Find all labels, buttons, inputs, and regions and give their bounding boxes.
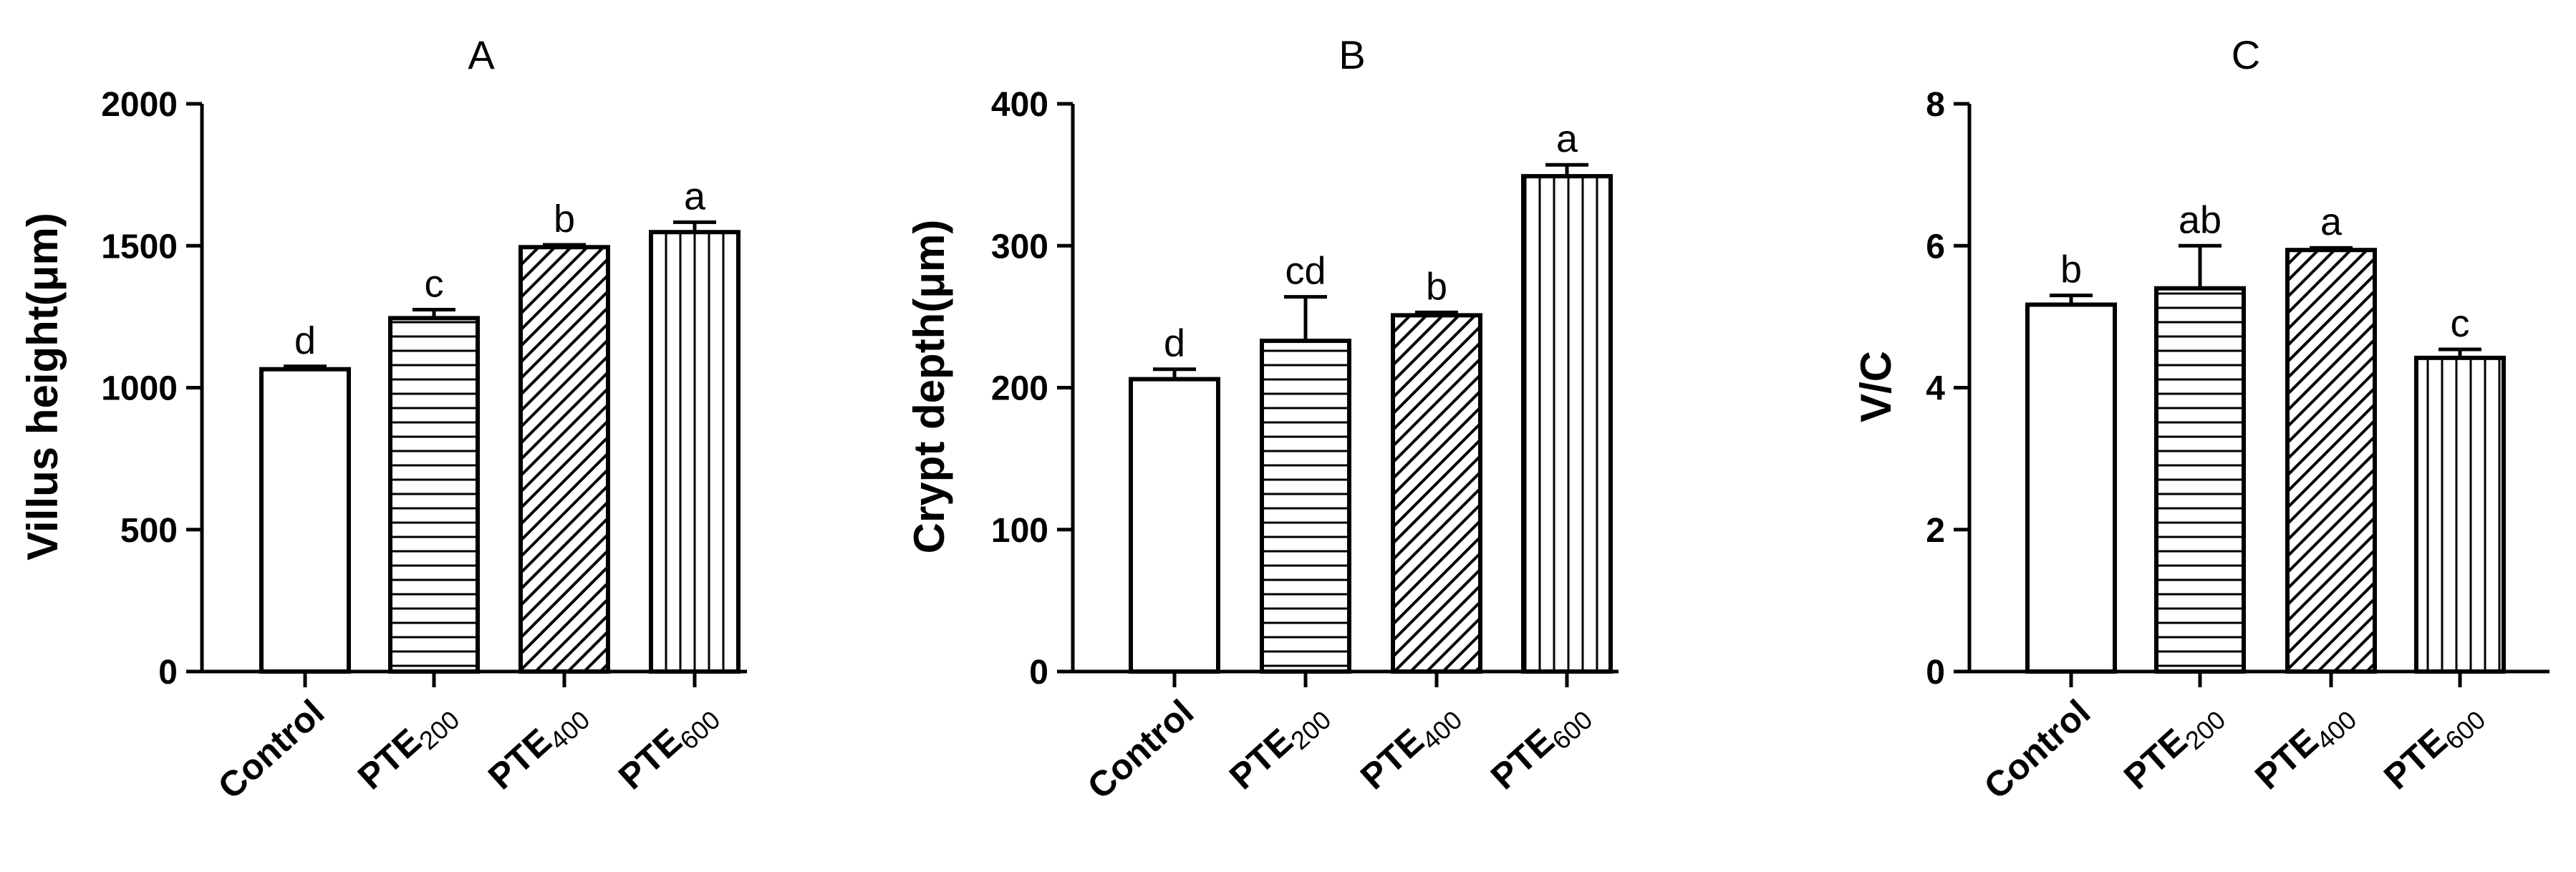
panel-a-ytick-label: 2000: [101, 86, 178, 124]
panel-a-ylabel: Villus height(μm): [19, 213, 67, 561]
panel-b-axes: [1071, 104, 1619, 674]
panel-c-ytick-label: 4: [1926, 370, 1945, 408]
panel-b-ytick-label: 200: [991, 370, 1048, 408]
panel-b-ytick-label: 300: [991, 228, 1048, 266]
panel-b-ylabel: Crypt depth(μm): [905, 220, 953, 554]
panel-b-ytick-label: 100: [991, 512, 1048, 550]
panel-a-bar-2: [518, 245, 610, 674]
panel-c-axes: [1967, 104, 2550, 674]
panel-a-bar-0: [259, 367, 351, 674]
panel-b-error-bar: [1284, 295, 1327, 341]
panel-a-xtick-label: PTE600: [611, 692, 725, 803]
panel-c-significance-label: ab: [2179, 198, 2222, 241]
panel-c-xtick-label: Control: [1977, 692, 2098, 808]
panel-a-xtick-label: PTE200: [350, 692, 465, 803]
panel-c-xtick-label: PTE200: [2116, 692, 2231, 803]
panel-a-bar-3: [649, 230, 741, 674]
panel-c-xtick-label: PTE400: [2247, 692, 2362, 803]
panel-b-ytick-label: 400: [991, 86, 1048, 124]
panel-b-significance-label: a: [1556, 117, 1578, 160]
panel-a-significance-label: b: [554, 198, 575, 241]
panel-b-bar-1: [1260, 339, 1351, 674]
panel-b-xtick-label: PTE600: [1483, 692, 1598, 803]
panel-a-ytick-label: 1500: [101, 228, 178, 266]
panel-c-xtick-label: PTE600: [2376, 692, 2491, 803]
panel-b-significance-label: cd: [1285, 250, 1326, 293]
panel-c: C V/C 0 2 4 6 8 b ab a c Control PTE200 PTE400 PTE…: [1852, 32, 2550, 807]
panel-c-bar-1: [2154, 286, 2246, 674]
panel-c-title: C: [2232, 32, 2260, 77]
panel-b-title: B: [1338, 32, 1365, 77]
panel-b-xtick-label: PTE200: [1222, 692, 1336, 803]
panel-a-ytick-label: 500: [120, 512, 178, 550]
panel-b-significance-label: d: [1164, 322, 1185, 365]
panel-a-ytick-label: 0: [158, 654, 178, 692]
panel-b-xtick-label: PTE400: [1353, 692, 1467, 803]
panel-c-bar-2: [2285, 248, 2377, 674]
panel-c-significance-label: c: [2451, 302, 2470, 345]
panel-c-significance-label: a: [2320, 200, 2343, 243]
panel-b-xtick-label: Control: [1080, 692, 1202, 808]
panel-c-bar-0: [2025, 302, 2117, 674]
panel-c-ytick-label: 0: [1926, 654, 1945, 692]
panel-c-ytick-label: 6: [1926, 228, 1945, 266]
panel-a-significance-label: a: [684, 175, 706, 218]
panel-c-error-bar: [2179, 243, 2222, 289]
panel-a-ytick-label: 1000: [101, 370, 178, 408]
panel-a-significance-label: c: [425, 262, 444, 305]
panel-c-bar-3: [2414, 355, 2506, 674]
panel-b-significance-label: b: [1426, 265, 1447, 308]
panel-a-title: A: [468, 32, 495, 77]
panel-a-bar-1: [388, 316, 480, 674]
panel-c-significance-label: b: [2060, 248, 2082, 291]
panel-b-bar-0: [1129, 377, 1220, 674]
panel-a-xtick-label: Control: [211, 692, 332, 808]
panel-c-ylabel: V/C: [1852, 351, 1900, 422]
panel-b: B Crypt depth(μm) 0 100 200 300 400 d cd b a Co…: [905, 32, 1619, 807]
panel-b-bar-3: [1521, 174, 1613, 674]
panel-a-significance-label: d: [294, 319, 316, 362]
panel-a-xtick-label: PTE400: [481, 692, 595, 803]
panel-c-ytick-label: 8: [1926, 86, 1945, 124]
panel-c-ytick-label: 2: [1926, 512, 1945, 550]
panel-a-axes: [200, 104, 747, 674]
panel-b-ytick-label: 0: [1029, 654, 1048, 692]
panel-b-bar-2: [1391, 313, 1482, 674]
panel-a: A Villus height(μm) 0 500 1000 1500 2000 d c b…: [19, 32, 747, 807]
